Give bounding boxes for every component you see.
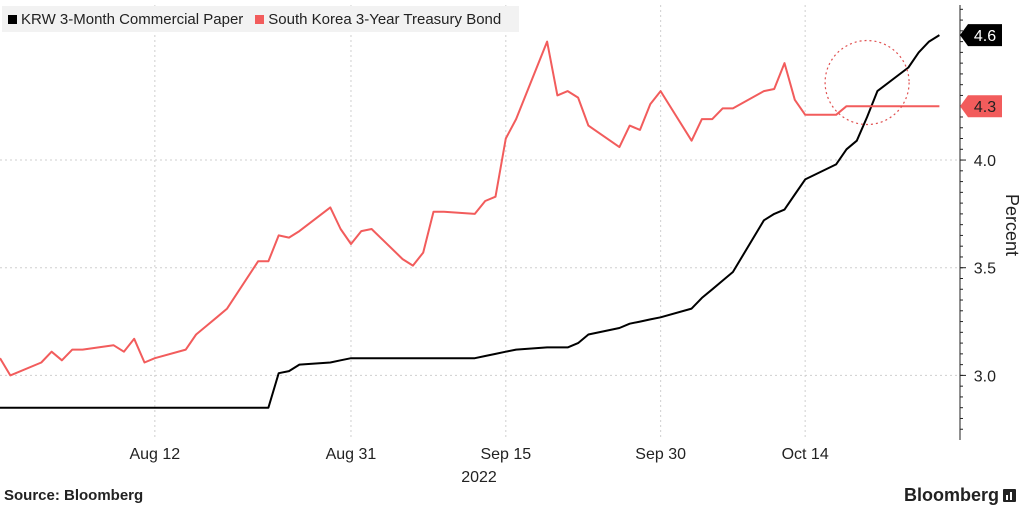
legend-item-commercial-paper: KRW 3-Month Commercial Paper: [8, 11, 243, 28]
x-tick-label: Oct 14: [782, 446, 829, 463]
x-axis: Aug 12 Aug 31 Sep 15 Sep 30 Oct 14: [129, 446, 828, 463]
x-tick-label: Sep 30: [635, 446, 686, 463]
grid-lines: [0, 5, 960, 440]
bar-chart-icon: [1003, 489, 1016, 502]
last-value-tag-shape: [960, 24, 1002, 47]
last-value-tag-shape: [960, 95, 1002, 118]
legend-label: South Korea 3-Year Treasury Bond: [268, 10, 502, 28]
last-value-tag-label: 4.6: [974, 28, 996, 45]
last-value-tag-label: 4.3: [974, 99, 996, 116]
legend-swatch-red: [255, 14, 265, 24]
x-axis-year-label: 2022: [461, 469, 497, 486]
legend-label: KRW 3-Month Commercial Paper: [21, 10, 244, 28]
highlight-circle: [824, 39, 910, 126]
last-value-tag-treasury-bond: 4.3: [960, 95, 1002, 118]
y-axis-title: Percent: [1002, 194, 1022, 256]
annotations: [824, 39, 910, 126]
y-tick-label: 3.0: [974, 368, 996, 385]
y-tick-label: 3.5: [974, 261, 996, 278]
legend-item-treasury-bond: South Korea 3-Year Treasury Bond: [255, 11, 501, 28]
y-tick-label: 4.0: [974, 153, 996, 170]
brand-logo: Bloomberg: [904, 485, 1016, 506]
last-value-tag-commercial-paper: 4.6: [960, 24, 1002, 47]
x-tick-label: Sep 15: [480, 446, 531, 463]
source-note: Source: Bloomberg: [4, 487, 144, 504]
brand-name: Bloomberg: [903, 485, 999, 505]
y-axis: 3.0 3.5 4.0 4.6 4.3: [959, 5, 1002, 440]
series-line-commercial-paper: [0, 34, 940, 409]
legend: KRW 3-Month Commercial Paper South Korea…: [2, 6, 520, 32]
legend-swatch-black: [8, 14, 17, 24]
series-lines: [0, 34, 940, 409]
x-tick-label: Aug 31: [326, 446, 377, 463]
series-line-treasury-bond: [0, 40, 940, 377]
x-tick-label: Aug 12: [129, 446, 180, 463]
